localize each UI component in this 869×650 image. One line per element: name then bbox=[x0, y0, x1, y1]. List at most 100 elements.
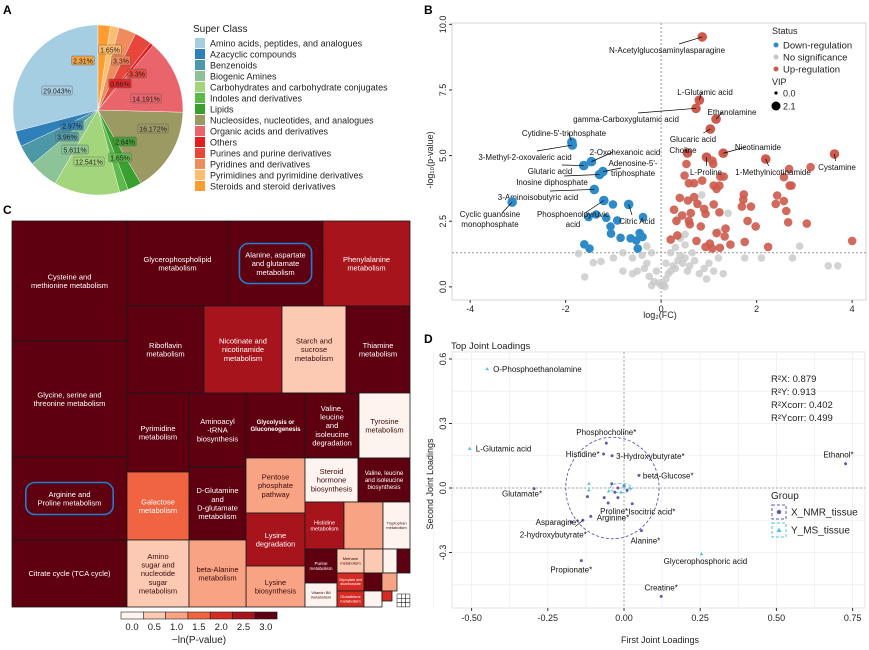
y-tick-label: -0.3 bbox=[438, 545, 448, 561]
pie-data-label: 12.541% bbox=[75, 160, 103, 167]
ns-point bbox=[640, 264, 649, 273]
pathway-tile-tiny bbox=[405, 593, 411, 599]
pathway-label: Lysine biosynthesis bbox=[255, 578, 297, 596]
x-tick-label: 0 bbox=[659, 304, 664, 314]
pathway-tile bbox=[304, 457, 359, 503]
colorbar-bin bbox=[254, 611, 278, 620]
ns-point bbox=[695, 269, 704, 278]
highlight-box bbox=[24, 481, 115, 516]
pathway-tile bbox=[11, 539, 128, 608]
up-point bbox=[680, 171, 689, 180]
ms-point bbox=[699, 552, 704, 556]
nmr-point bbox=[602, 496, 606, 500]
ns-point bbox=[685, 262, 694, 270]
down-point bbox=[585, 244, 594, 253]
ns-point bbox=[589, 258, 598, 267]
legend-label: Carbohydrates and carbohydrate conjugate… bbox=[210, 83, 388, 93]
ns-point bbox=[700, 264, 708, 273]
stat-text: R²Y: 0.913 bbox=[771, 387, 816, 398]
pathway-tile bbox=[396, 548, 411, 574]
down-point bbox=[584, 212, 593, 222]
legend-swatch bbox=[195, 71, 205, 81]
up-point bbox=[746, 202, 756, 211]
pathway-tile bbox=[382, 548, 398, 574]
up-point bbox=[738, 195, 748, 205]
group-legend-title: Group bbox=[771, 491, 799, 502]
up-point bbox=[682, 159, 691, 169]
status-label: No significance bbox=[783, 53, 847, 64]
group-swatch-box bbox=[771, 504, 787, 520]
point-label: Nicotinamide bbox=[735, 143, 782, 152]
legend-swatch bbox=[195, 148, 205, 158]
panel-label-d: D bbox=[424, 332, 433, 346]
x-tick-label: 0.75 bbox=[844, 613, 862, 623]
legend-swatch bbox=[195, 126, 205, 136]
pathway-tile bbox=[245, 512, 306, 567]
pathway-label: Amino sugar and nucleotide sugar metabolism bbox=[139, 552, 177, 596]
point-label: Citric Acid bbox=[619, 217, 655, 226]
pathway-tile bbox=[227, 220, 324, 307]
point-label: Propionate* bbox=[550, 566, 592, 575]
down-point bbox=[612, 216, 622, 225]
ns-point bbox=[671, 243, 680, 252]
pathway-tile bbox=[245, 457, 306, 514]
pathway-tile bbox=[188, 539, 247, 608]
label-leader-line bbox=[536, 144, 573, 152]
point-label: Histidine* bbox=[566, 450, 600, 459]
point-label: Glucaric acid bbox=[670, 135, 716, 144]
pathway-tile bbox=[203, 305, 283, 394]
stat-text: R²Ycorr: 0.499 bbox=[771, 413, 833, 424]
pathway-label: Alanine, aspartate and glutamate metabolis… bbox=[245, 251, 305, 277]
ns-point bbox=[628, 269, 637, 278]
colorbar-bin bbox=[187, 611, 211, 620]
vip-legend-title: VIP bbox=[772, 77, 787, 87]
group-label: Y_MS_tissue bbox=[791, 526, 850, 537]
up-point bbox=[675, 193, 685, 203]
pathway-tile-tiny bbox=[401, 598, 406, 603]
point-label: Cytidine-5'-triphosphate bbox=[522, 129, 607, 138]
point-label: N-Acetylglucosaminylasparagine bbox=[609, 46, 726, 55]
up-point bbox=[669, 205, 679, 214]
pathway-tile bbox=[363, 590, 383, 608]
ns-point bbox=[609, 254, 618, 262]
nmr-point bbox=[616, 496, 620, 500]
point-label: Choline bbox=[669, 146, 697, 155]
up-point bbox=[708, 159, 718, 169]
pie-legend-title: Super Class bbox=[193, 24, 247, 35]
legend-label: Biogenic Amines bbox=[210, 72, 277, 82]
pathway-tile bbox=[358, 392, 411, 459]
legend-swatch bbox=[195, 115, 205, 125]
pie-label-box bbox=[130, 93, 162, 104]
pathway-label: Citrate cycle (TCA cycle) bbox=[28, 569, 111, 578]
nmr-point bbox=[569, 520, 573, 524]
label-leader-line bbox=[703, 128, 711, 134]
pathway-label: Cysteine and methionine metabolism bbox=[31, 272, 108, 290]
point-label: Glutaric acid bbox=[528, 167, 572, 176]
pie-data-label: 3.3% bbox=[129, 72, 145, 79]
pie-label-box bbox=[108, 78, 132, 89]
y-tick-label: 5.0 bbox=[438, 149, 448, 162]
nmr-point bbox=[610, 482, 614, 486]
pathway-tile bbox=[126, 220, 229, 307]
point-label: Creatine* bbox=[645, 583, 678, 592]
up-point bbox=[779, 172, 789, 182]
down-point bbox=[633, 244, 643, 253]
pie-label-box bbox=[137, 123, 169, 134]
pathway-tile bbox=[322, 220, 411, 307]
nmr-point bbox=[602, 452, 606, 456]
ns-point bbox=[824, 262, 833, 270]
label-leader-line bbox=[549, 189, 595, 192]
pathway-label: Glycerophospholipid metabolism bbox=[144, 255, 212, 273]
up-point bbox=[673, 231, 682, 240]
ns-point bbox=[638, 251, 646, 260]
circle-icon bbox=[776, 509, 782, 515]
up-point bbox=[712, 228, 721, 238]
legend-label: Steroids and steroid derivatives bbox=[210, 182, 336, 192]
down-point bbox=[606, 222, 615, 231]
pie-label-box bbox=[108, 152, 132, 163]
colorbar-bin bbox=[232, 611, 256, 620]
pathway-tile bbox=[381, 572, 398, 592]
pie-label-box bbox=[127, 68, 147, 79]
